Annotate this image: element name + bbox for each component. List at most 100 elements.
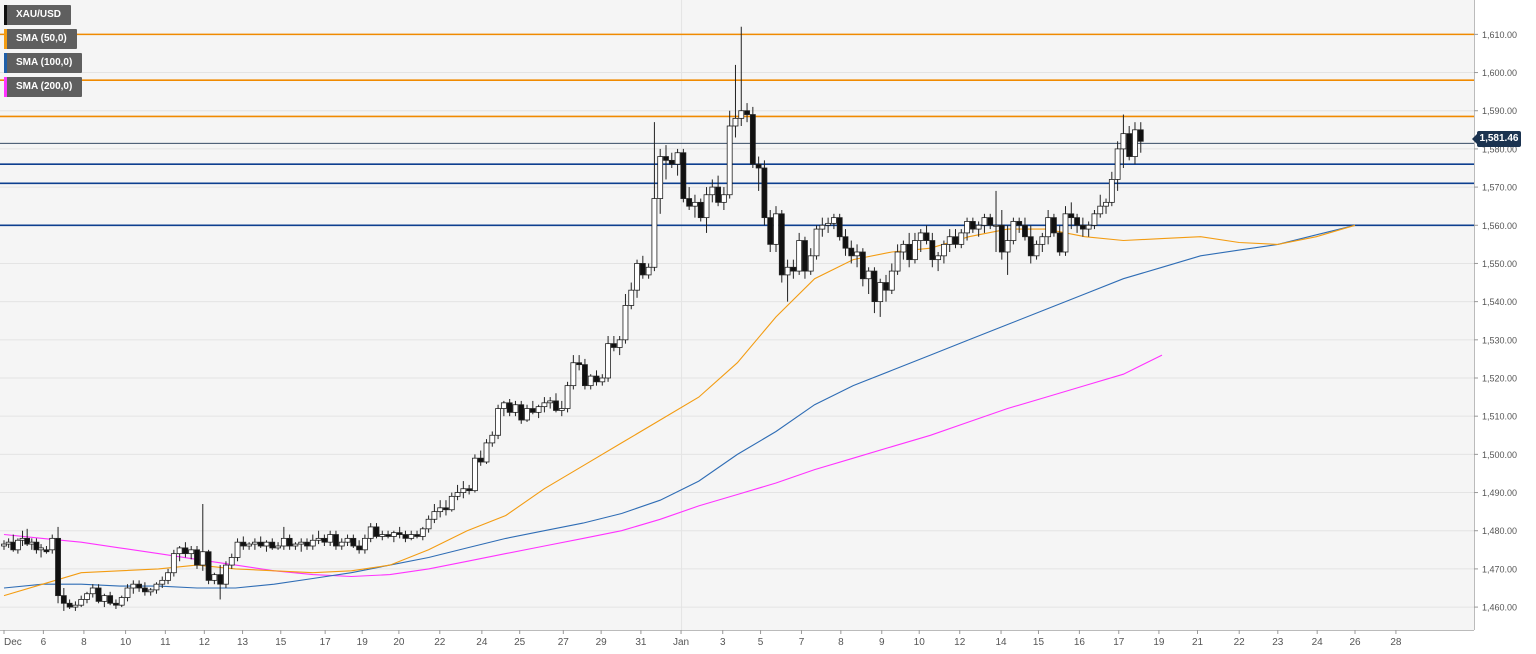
- candle: [443, 500, 449, 516]
- candle-body-up: [946, 236, 953, 245]
- candle-body-up: [437, 507, 444, 513]
- candle: [726, 110, 733, 199]
- candle: [257, 536, 264, 548]
- candle-body-up: [1045, 217, 1052, 238]
- candle: [159, 576, 166, 588]
- legend-swatch: [4, 77, 7, 97]
- candle-body-up: [888, 270, 895, 291]
- legend-item-sma200[interactable]: SMA (200,0): [4, 77, 83, 97]
- candle: [1074, 213, 1080, 233]
- candle: [836, 213, 843, 241]
- candle-body-up: [327, 534, 334, 543]
- legend-item-sma100[interactable]: SMA (100,0): [4, 53, 83, 73]
- candle: [234, 538, 241, 562]
- candle-body-down: [55, 537, 61, 597]
- candle: [790, 259, 797, 279]
- candle: [848, 240, 855, 264]
- candle-body-up: [1114, 148, 1121, 180]
- x-tick-label: 22: [434, 637, 446, 648]
- x-tick-label: 15: [1033, 637, 1045, 648]
- candle-body-down: [107, 595, 114, 604]
- candle: [1051, 213, 1057, 237]
- candle: [998, 210, 1005, 260]
- x-tick-label: 17: [320, 637, 332, 648]
- candle: [72, 601, 79, 611]
- candle: [1068, 202, 1075, 230]
- candle-body-down: [1068, 213, 1075, 219]
- x-tick-label: 14: [995, 637, 1007, 648]
- candle-body-up: [251, 541, 258, 545]
- candle-body-down: [141, 587, 148, 593]
- candle: [576, 355, 583, 371]
- candle-body-down: [466, 488, 473, 492]
- legend-label: SMA (50,0): [16, 33, 67, 44]
- candle: [767, 210, 774, 252]
- candle-body-up: [460, 488, 467, 493]
- candle-body-up: [72, 604, 79, 608]
- legend-item-sma50[interactable]: SMA (50,0): [4, 29, 77, 49]
- candle: [773, 206, 779, 252]
- candle: [170, 549, 177, 577]
- candle-body-down: [136, 583, 143, 589]
- candle: [55, 526, 61, 604]
- candle: [622, 294, 629, 344]
- candle: [228, 553, 235, 569]
- candle-body-up: [344, 537, 351, 543]
- candle-body-down: [952, 236, 959, 245]
- candle-body-up: [500, 402, 507, 409]
- x-tick-label: 15: [275, 637, 287, 648]
- candle-body-down: [969, 221, 976, 230]
- y-tick-label: 1,580.00: [1482, 144, 1517, 154]
- candle: [738, 26, 745, 126]
- candle: [900, 240, 907, 260]
- candle-body-up: [1010, 221, 1017, 241]
- candle-body-down: [610, 343, 617, 348]
- candle-body-up: [263, 541, 270, 547]
- candle: [390, 530, 397, 543]
- candle: [1004, 225, 1011, 275]
- candle: [935, 252, 942, 272]
- candle: [946, 229, 953, 252]
- candle-body-up: [616, 339, 623, 348]
- candle-body-up: [912, 240, 918, 261]
- y-tick-label: 1,590.00: [1482, 106, 1517, 116]
- x-tick-label: 22: [1234, 637, 1246, 648]
- candle-body-up: [512, 404, 519, 413]
- candle: [906, 232, 913, 268]
- candle: [796, 232, 803, 275]
- legend-label: SMA (100,0): [16, 57, 73, 68]
- x-tick-label: 9: [879, 637, 885, 648]
- candle-body-down: [304, 541, 310, 547]
- candle-body-down: [1016, 221, 1023, 226]
- candle: [118, 595, 125, 608]
- candle-body-up: [807, 255, 814, 272]
- candle-body-down: [1027, 236, 1034, 257]
- horizontal-levels: [0, 33, 1474, 227]
- legend-item-xauusd[interactable]: XAU/USD: [4, 5, 72, 25]
- candle-body-down: [286, 537, 293, 547]
- candle: [755, 156, 762, 191]
- candle-body-down: [477, 457, 484, 463]
- sma-100-line: [3, 224, 1356, 589]
- x-tick-label: 20: [393, 637, 405, 648]
- candle: [379, 530, 386, 541]
- candle: [286, 534, 293, 550]
- candle-body-up: [975, 224, 982, 230]
- candle: [321, 534, 328, 546]
- legend-swatch: [4, 5, 7, 25]
- candle-body-up: [1004, 240, 1011, 253]
- candle-body-up: [228, 557, 235, 566]
- x-tick-label: 31: [635, 637, 647, 648]
- candle: [130, 580, 137, 594]
- candle: [124, 584, 131, 602]
- candle-body-up: [865, 270, 872, 280]
- candle: [941, 240, 947, 264]
- y-tick-label: 1,490.00: [1482, 488, 1517, 498]
- candle-body-up: [1132, 129, 1138, 157]
- candle-body-up: [622, 305, 629, 341]
- candle-body-down: [321, 537, 328, 543]
- candle-body-down: [60, 595, 67, 604]
- candle: [199, 504, 206, 571]
- candle: [60, 588, 67, 611]
